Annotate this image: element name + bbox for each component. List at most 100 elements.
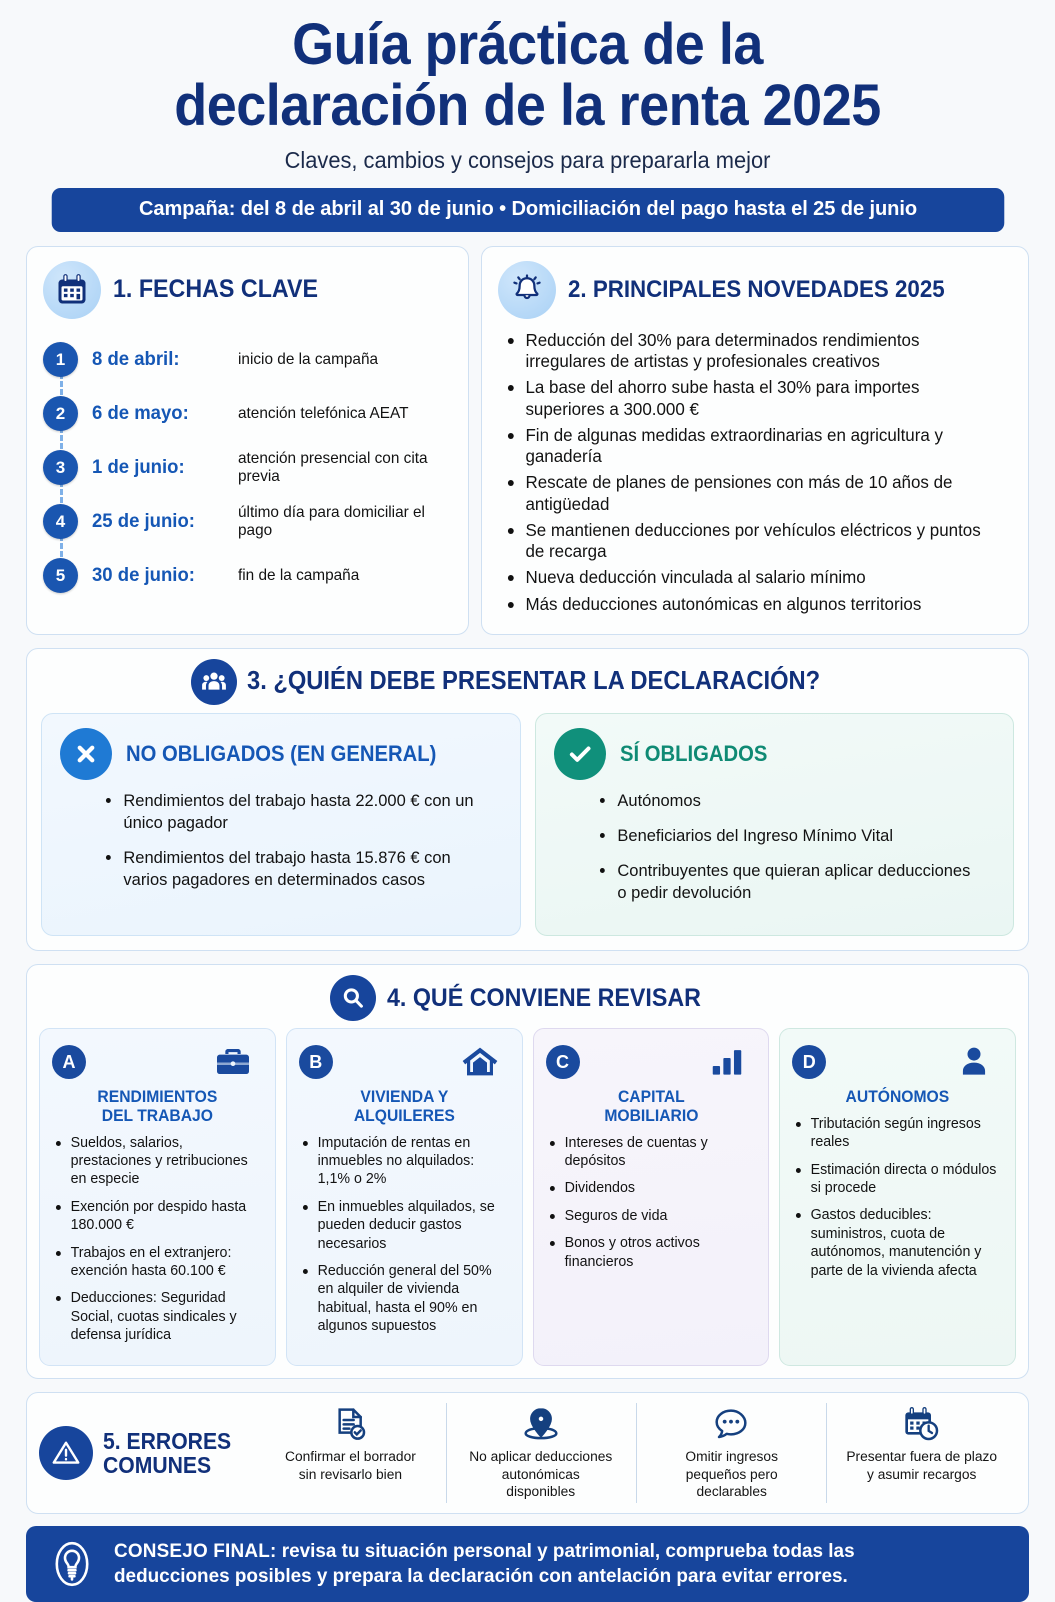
page-title: Guía práctica de la declaración de la re… bbox=[61, 14, 994, 137]
page-subtitle: Claves, cambios y consejos para preparar… bbox=[284, 146, 771, 173]
bar-chart-icon bbox=[708, 1043, 746, 1081]
timeline-number: 4 bbox=[43, 504, 78, 540]
column-c-list: Intereses de cuentas y depósitos Dividen… bbox=[544, 1134, 759, 1271]
timeline-date: 1 de junio: bbox=[92, 456, 185, 479]
person-icon bbox=[955, 1043, 993, 1081]
section4-title: 4. QUÉ CONVIENE REVISAR bbox=[387, 983, 702, 1012]
list-item: Reducción general del 50% en alquiler de… bbox=[301, 1262, 506, 1336]
timeline-item: 5 30 de junio: fin de la campaña bbox=[43, 549, 452, 603]
section4-columns: A RENDIMIENTOS DEL TRABAJO bbox=[39, 1028, 1016, 1367]
timeline-date: 6 de mayo: bbox=[92, 402, 189, 425]
section3-header: 3. ¿QUIÉN DEBE PRESENTAR LA DECLARACIÓN? bbox=[41, 658, 1014, 705]
final-tip-line2: deducciones posibles y prepara la declar… bbox=[114, 1565, 848, 1588]
list-item: Se mantienen deducciones por vehículos e… bbox=[504, 520, 999, 562]
calendar-clock-icon bbox=[901, 1405, 941, 1445]
list-item: La base del ahorro sube hasta el 30% par… bbox=[504, 377, 999, 419]
error-item-borrador: Confirmar el borrador sin revisarlo bien bbox=[256, 1403, 445, 1503]
error-item-deducciones: No aplicar deducciones autonómicas dispo… bbox=[445, 1403, 636, 1504]
document-check-icon bbox=[331, 1405, 371, 1445]
section3-title: 3. ¿QUIÉN DEBE PRESENTAR LA DECLARACIÓN? bbox=[247, 667, 821, 696]
briefcase-icon bbox=[213, 1042, 253, 1082]
column-b-title: VIVIENDA Y ALQUILERES bbox=[302, 1088, 506, 1126]
column-letter-badge: C bbox=[545, 1045, 580, 1080]
section-fechas-clave: 1. FECHAS CLAVE 1 8 de abril: inicio de … bbox=[26, 245, 469, 635]
error-item-label: No aplicar deducciones autonómicas dispo… bbox=[470, 1449, 613, 1501]
sections-1-2-row: 1. FECHAS CLAVE 1 8 de abril: inicio de … bbox=[26, 245, 1029, 635]
list-item: Beneficiarios del Ingreso Mínimo Vital bbox=[598, 825, 984, 847]
column-b-title-line2: ALQUILERES bbox=[353, 1106, 455, 1125]
list-item: Nueva deducción vinculada al salario mín… bbox=[504, 567, 999, 588]
column-d-list: Tributación según ingresos reales Estima… bbox=[790, 1115, 1005, 1280]
section1-header: 1. FECHAS CLAVE bbox=[43, 260, 452, 319]
final-tip-lead: CONSEJO FINAL: bbox=[114, 1539, 277, 1562]
error-label-line2: pequeños pero bbox=[685, 1466, 778, 1483]
section1-title: 1. FECHAS CLAVE bbox=[113, 275, 318, 304]
x-circle-icon bbox=[60, 727, 112, 780]
list-item: Reducción del 30% para determinados rend… bbox=[504, 330, 999, 372]
final-tip-text: CONSEJO FINAL: revisa tu situación perso… bbox=[114, 1539, 855, 1590]
magnifier-icon bbox=[330, 975, 377, 1022]
page-title-line2: declaración de la renta 2025 bbox=[174, 73, 881, 139]
column-d-top: D bbox=[790, 1041, 1005, 1083]
column-c-top: C bbox=[544, 1041, 759, 1083]
timeline-number: 3 bbox=[43, 450, 78, 486]
bell-icon bbox=[498, 260, 556, 319]
section-novedades: 2. PRINCIPALES NOVEDADES 2025 Reducción … bbox=[481, 245, 1029, 635]
list-item: En inmuebles alquilados, se pueden deduc… bbox=[301, 1198, 506, 1253]
timeline-date: 25 de junio: bbox=[92, 510, 195, 533]
section-errores-comunes: 5. ERRORES COMUNES Confirmar el borrador bbox=[26, 1392, 1029, 1515]
section-quien-debe-presentar: 3. ¿QUIÉN DEBE PRESENTAR LA DECLARACIÓN?… bbox=[26, 647, 1029, 952]
column-rendimientos-trabajo: A RENDIMIENTOS DEL TRABAJO bbox=[39, 1028, 276, 1367]
timeline-connector bbox=[60, 480, 63, 503]
list-item: Rescate de planes de pensiones con más d… bbox=[504, 472, 999, 514]
section2-title: 2. PRINCIPALES NOVEDADES 2025 bbox=[568, 275, 945, 303]
card-si-obligados: SÍ OBLIGADOS Autónomos Beneficiarios del… bbox=[534, 712, 1014, 937]
section4-header: 4. QUÉ CONVIENE REVISAR bbox=[39, 975, 1016, 1022]
speech-bubble-icon bbox=[711, 1405, 751, 1445]
section-que-conviene-revisar: 4. QUÉ CONVIENE REVISAR A bbox=[26, 964, 1029, 1380]
warning-triangle-icon bbox=[39, 1426, 93, 1481]
error-label-line3: disponibles bbox=[506, 1484, 576, 1501]
column-vivienda-alquileres: B VIVIENDA Y ALQUILERES Imputación de re… bbox=[285, 1028, 523, 1367]
timeline-item: 3 1 de junio: atención presencial con ci… bbox=[43, 441, 452, 503]
column-a-list: Sueldos, salarios, prestaciones y retrib… bbox=[50, 1134, 265, 1345]
timeline-number: 1 bbox=[43, 342, 78, 378]
list-item: Deducciones: Seguridad Social, cuotas si… bbox=[54, 1289, 259, 1344]
section5-title-line2: COMUNES bbox=[103, 1452, 212, 1479]
error-item-label: Presentar fuera de plazo y asumir recarg… bbox=[846, 1449, 997, 1484]
list-item: Seguros de vida bbox=[548, 1207, 753, 1225]
timeline-desc: atención presencial con cita previa bbox=[238, 449, 428, 485]
column-letter-badge: D bbox=[792, 1045, 827, 1080]
timeline-connector bbox=[60, 372, 63, 395]
card-no-obligados: NO OBLIGADOS (EN GENERAL) Rendimientos d… bbox=[41, 712, 521, 937]
column-c-title: CAPITAL MOBILIARIO bbox=[549, 1088, 753, 1126]
error-item-label: Confirmar el borrador sin revisarlo bien bbox=[286, 1449, 417, 1484]
list-item: Tributación según ingresos reales bbox=[794, 1115, 999, 1152]
no-obligados-list: Rendimientos del trabajo hasta 22.000 € … bbox=[60, 790, 502, 891]
timeline-desc: inicio de la campaña bbox=[238, 350, 379, 368]
timeline-number: 2 bbox=[43, 396, 78, 432]
error-label-line3: declarables bbox=[696, 1484, 767, 1501]
si-obligados-list: Autónomos Beneficiarios del Ingreso Míni… bbox=[554, 790, 996, 904]
map-pin-icon bbox=[521, 1405, 561, 1445]
column-c-title-line2: MOBILIARIO bbox=[603, 1106, 698, 1125]
list-item: Gastos deducibles: suministros, cuota de… bbox=[794, 1206, 999, 1280]
list-item: Más deducciones autonómicas en algunos t… bbox=[504, 594, 999, 615]
section5-title: 5. ERRORES COMUNES bbox=[103, 1428, 231, 1479]
page-title-line1: Guía práctica de la bbox=[292, 12, 763, 77]
error-label-line1: Omitir ingresos bbox=[684, 1449, 778, 1466]
error-label-line2: y asumir recargos bbox=[866, 1466, 977, 1483]
error-item-plazo: Presentar fuera de plazo y asumir recarg… bbox=[825, 1403, 1016, 1504]
timeline-date: 30 de junio: bbox=[92, 564, 195, 587]
error-label-line1: Presentar fuera de plazo bbox=[846, 1449, 997, 1466]
people-icon bbox=[191, 658, 238, 705]
house-icon bbox=[460, 1042, 500, 1082]
timeline-item: 4 25 de junio: último día para domicilia… bbox=[43, 495, 452, 557]
list-item: Contribuyentes que quieran aplicar deduc… bbox=[598, 860, 984, 904]
error-label-line1: No aplicar deducciones bbox=[469, 1449, 613, 1466]
list-item: Autónomos bbox=[598, 790, 984, 812]
column-d-title-line1: AUTÓNOMOS bbox=[845, 1088, 950, 1107]
list-item: Exención por despido hasta 180.000 € bbox=[54, 1198, 259, 1235]
column-b-top: B bbox=[297, 1041, 512, 1083]
novedades-list: Reducción del 30% para determinados rend… bbox=[498, 330, 1012, 615]
